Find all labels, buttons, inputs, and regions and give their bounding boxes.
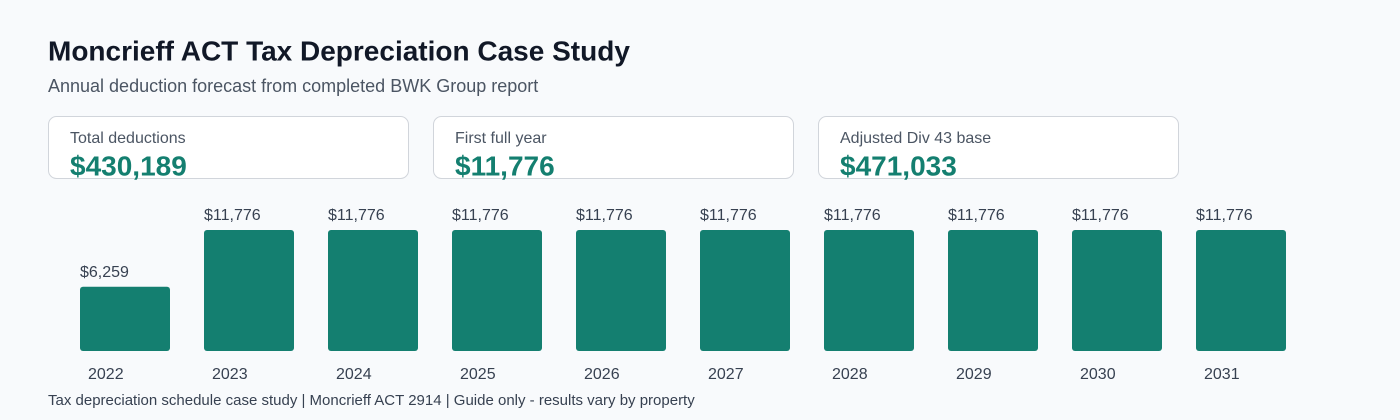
value-label: $11,776 xyxy=(576,207,633,224)
kpi-label: Adjusted Div 43 base xyxy=(840,130,991,147)
kpi-value: $11,776 xyxy=(455,150,555,181)
kpi-card xyxy=(818,116,1179,179)
x-tick-label: 2026 xyxy=(584,366,620,383)
x-tick-label: 2028 xyxy=(832,366,868,383)
value-label: $11,776 xyxy=(1072,207,1129,224)
bar xyxy=(328,230,418,351)
chart-subtitle: Annual deduction forecast from completed… xyxy=(48,76,538,96)
x-tick-label: 2031 xyxy=(1204,366,1240,383)
x-tick-label: 2022 xyxy=(88,366,124,383)
bar xyxy=(948,230,1038,351)
chart-title: Moncrieff ACT Tax Depreciation Case Stud… xyxy=(48,35,630,66)
x-tick-label: 2029 xyxy=(956,366,992,383)
value-label: $11,776 xyxy=(700,207,757,224)
x-tick-label: 2030 xyxy=(1080,366,1116,383)
value-label: $11,776 xyxy=(328,207,385,224)
kpi-card xyxy=(48,116,409,179)
bar xyxy=(204,230,294,351)
value-label: $11,776 xyxy=(452,207,509,224)
bar xyxy=(452,230,542,351)
bar xyxy=(80,286,170,351)
bar xyxy=(576,230,666,351)
kpi-value: $430,189 xyxy=(70,150,187,181)
value-label: $11,776 xyxy=(948,207,1005,224)
kpi-label: Total deductions xyxy=(70,130,186,147)
x-tick-label: 2025 xyxy=(460,366,496,383)
x-tick-label: 2027 xyxy=(708,366,744,383)
kpi-card xyxy=(433,116,794,179)
value-label: $11,776 xyxy=(204,207,261,224)
kpi-value: $471,033 xyxy=(840,150,957,181)
bar xyxy=(824,230,914,351)
kpi-label: First full year xyxy=(455,130,547,147)
bar xyxy=(700,230,790,351)
footer: Tax depreciation schedule case study | M… xyxy=(48,392,695,409)
x-tick-label: 2024 xyxy=(336,366,372,383)
value-label: $6,259 xyxy=(80,264,129,281)
value-label: $11,776 xyxy=(1196,207,1253,224)
bar xyxy=(1072,230,1162,351)
bar xyxy=(1196,230,1286,351)
x-tick-label: 2023 xyxy=(212,366,248,383)
value-label: $11,776 xyxy=(824,207,881,224)
